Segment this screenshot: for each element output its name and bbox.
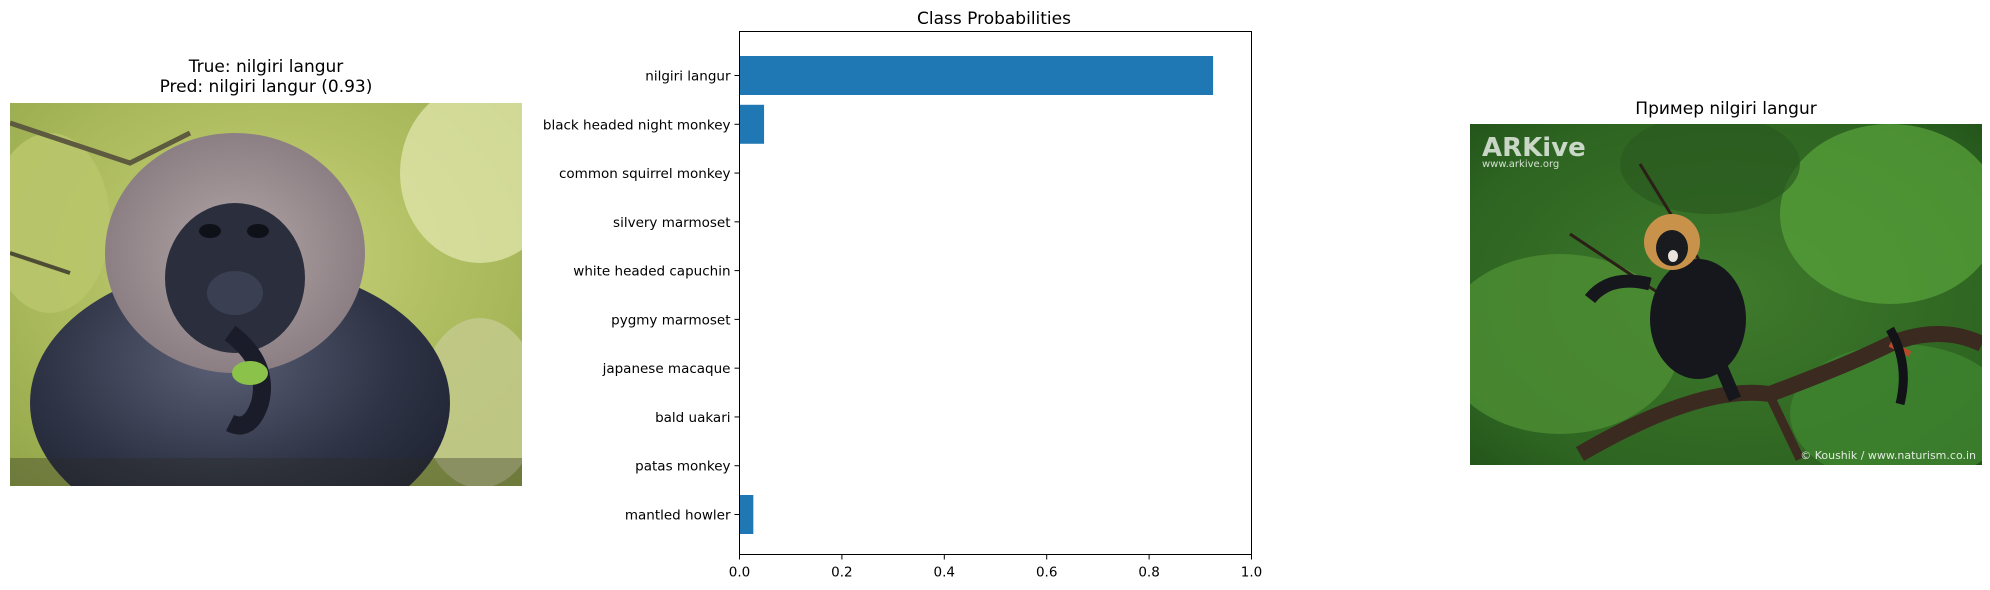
y-tick-label-mantled-howler: mantled howler <box>625 508 731 524</box>
x-tick-label: 0.0 <box>729 565 750 581</box>
bar-mantled-howler <box>739 495 754 534</box>
right-panel-title: Пример nilgiri langur <box>1635 99 1817 119</box>
plot-area-frame <box>739 31 1252 555</box>
x-tick-label: 0.4 <box>934 565 955 581</box>
bar-black-headed-night-monkey <box>739 104 765 144</box>
arkive-logo: ARKive <box>1482 133 1586 163</box>
y-tick-label-japanese-macaque: japanese macaque <box>602 361 731 377</box>
y-tick-label-common-squirrel-monkey: common squirrel monkey <box>559 166 731 182</box>
y-tick-label-patas-monkey: patas monkey <box>635 459 730 475</box>
chart-title: Class Probabilities <box>917 9 1071 29</box>
query-langur-photo <box>10 103 522 486</box>
bar-nilgiri-langur <box>739 56 1214 95</box>
y-tick-label-bald-uakari: bald uakari <box>655 410 730 426</box>
y-tick-label-pygmy-marmoset: pygmy marmoset <box>611 312 730 328</box>
arkive-url: www.arkive.org <box>1482 159 1559 170</box>
y-tick-label-silvery-marmoset: silvery marmoset <box>613 215 730 231</box>
x-tick-label: 1.0 <box>1241 565 1262 581</box>
x-ticks: 0.0 0.2 0.4 0.6 0.8 1.0 <box>729 554 1262 581</box>
bars-group <box>739 56 1214 534</box>
x-tick-label: 0.6 <box>1036 565 1057 581</box>
left-panel-title-pred: Pred: nilgiri langur (0.93) <box>159 77 373 97</box>
y-tick-label-white-headed-capuchin: white headed capuchin <box>573 264 730 280</box>
example-langur-photo: ARKive www.arkive.org © Koushik / www.na… <box>1470 124 1982 465</box>
x-tick-label: 0.8 <box>1138 565 1159 581</box>
y-tick-labels: nilgiri langur black headed night monkey c… <box>543 69 740 524</box>
photo-credit: © Koushik / www.naturism.co.in <box>1800 449 1976 462</box>
x-tick-label: 0.2 <box>831 565 852 581</box>
left-panel-title-true: True: nilgiri langur <box>188 57 344 77</box>
y-tick-label-black-headed-night-monkey: black headed night monkey <box>543 117 731 133</box>
y-tick-label-nilgiri-langur: nilgiri langur <box>645 69 731 85</box>
